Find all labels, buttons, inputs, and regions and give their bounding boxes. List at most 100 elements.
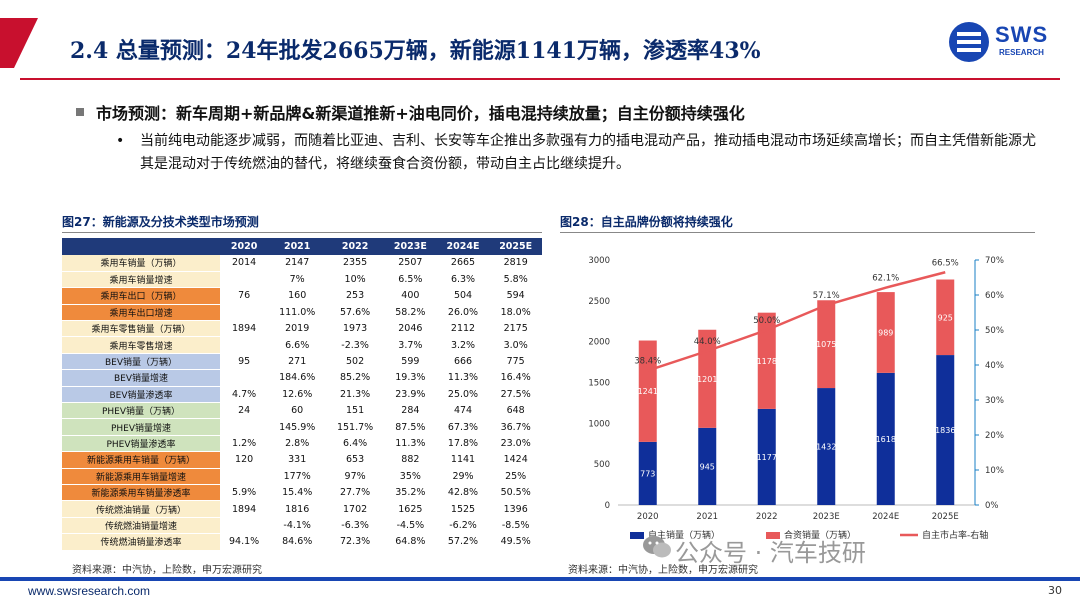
table-cell: 775: [489, 353, 542, 371]
table-row: 乘用车出口增速 111.0% 57.6% 58.2% 26.0% 18.0%: [62, 304, 542, 322]
wechat-icon: [643, 536, 671, 558]
table-cell: 594: [489, 287, 542, 305]
table-cell: [220, 304, 269, 322]
bar-joint-venture: [638, 340, 657, 442]
table-cell: 17.8%: [436, 435, 490, 453]
title-accent-shape: [0, 18, 38, 68]
table-source: 资料来源：中汽协，上险数，申万宏源研究: [72, 565, 262, 576]
page-number: 30: [1048, 584, 1062, 597]
table-cell: -4.1%: [268, 517, 327, 535]
table-cell: 23.0%: [489, 435, 542, 453]
table-cell: 58.2%: [384, 304, 437, 322]
table-cell: 599: [384, 353, 437, 371]
table-cell: 1973: [326, 320, 385, 338]
bar-joint-venture: [876, 292, 895, 373]
table-row: 乘用车零售增速 6.6% -2.3% 3.7% 3.2% 3.0%: [62, 336, 542, 354]
y-tick-label: 0: [605, 501, 610, 511]
bar-own-label: 945: [700, 462, 715, 471]
bar-own-brand: [757, 408, 776, 505]
table-header-cell: 2024E: [436, 238, 490, 255]
watermark-text: 公众号 · 汽车技研: [675, 539, 866, 567]
table-cell: 253: [326, 287, 385, 305]
y-tick-label: 2000: [588, 338, 610, 348]
table-row: PHEV销量增速 145.9% 151.7% 87.5% 67.3% 36.7%: [62, 418, 542, 436]
table-cell: 15.4%: [268, 484, 327, 502]
table-cell: 19.3%: [384, 369, 437, 387]
bar-joint-venture: [817, 300, 836, 389]
y-tick-label: 3000: [588, 256, 610, 266]
footer-divider: [0, 577, 1080, 581]
table-cell: 160: [268, 287, 327, 305]
table-row: 传统燃油销量渗透率 94.1% 84.6% 72.3% 64.8% 57.2% 49.5%: [62, 533, 542, 551]
table-header-cell: 2025E: [489, 238, 542, 255]
table-cell: 97%: [326, 468, 385, 485]
bullet-dot-icon: •: [116, 133, 125, 149]
table-cell: 5.9%: [220, 484, 269, 502]
table-cell: 2147: [268, 255, 327, 272]
table-figure-title: 图27：新能源及分技术类型市场预测: [62, 215, 259, 229]
bar-own-label: 1177: [757, 453, 777, 462]
logo-emblem-icon: [949, 22, 989, 62]
bar-own-label: 1618: [876, 435, 896, 444]
bar-jv-label: 1241: [638, 387, 658, 396]
market-share-chart: 0 500 1000 1500 2000 2500 3000 0% 10% 20% 30% 40% 50…: [588, 256, 1004, 541]
table-cell: 2014: [220, 255, 269, 272]
bar-joint-venture: [936, 279, 955, 356]
table-cell: 57.2%: [436, 533, 490, 551]
table-cell: 87.5%: [384, 418, 437, 436]
table-cell: 6.3%: [436, 271, 490, 289]
table-cell: 2665: [436, 255, 490, 272]
table-cell: [220, 468, 269, 485]
table-cell: 23.9%: [384, 386, 437, 404]
row-label: 乘用车销量增速: [62, 271, 220, 289]
table-cell: -2.3%: [326, 336, 385, 354]
table-cell: 151.7%: [326, 418, 385, 436]
forecast-table: 2020 2021 2022 2023E 2024E 2025E 乘用车销量（万辆） 201…: [62, 238, 542, 551]
table-cell: 6.4%: [326, 435, 385, 453]
bar-own-brand: [698, 427, 717, 505]
header: 2.4 总量预测：24年批发2665万辆，新能源1141万辆，渗透率43% SW…: [0, 0, 1080, 78]
table-row: 乘用车零售销量（万辆） 1894 2019 1973 2046 2112 2175: [62, 320, 542, 338]
table-cell: 271: [268, 353, 327, 371]
share-line-label: 57.1%: [813, 291, 840, 301]
table-cell: 5.8%: [489, 271, 542, 289]
table-cell: [220, 271, 269, 289]
logo-subtext: RESEARCH: [999, 48, 1044, 57]
table-header-row: 2020 2021 2022 2023E 2024E 2025E: [62, 238, 542, 255]
table-cell: 2112: [436, 320, 490, 338]
table-cell: 85.2%: [326, 369, 385, 387]
row-label: 乘用车销量（万辆）: [62, 255, 220, 272]
header-divider: [20, 78, 1060, 80]
table-cell: 3.0%: [489, 336, 542, 354]
table-cell: 2046: [384, 320, 437, 338]
sub-bullet-text: 当前纯电动能逐步减弱，而随着比亚迪、吉利、长安等车企推出多款强有力的插电混动产品…: [140, 133, 1036, 172]
table-cell: 1424: [489, 451, 542, 469]
table-cell: 84.6%: [268, 533, 327, 551]
table-cell: 648: [489, 402, 542, 420]
table-cell: 2175: [489, 320, 542, 338]
table-cell: 95: [220, 353, 269, 371]
table-cell: 184.6%: [268, 369, 327, 387]
table-cell: 331: [268, 451, 327, 469]
footer-url[interactable]: www.swsresearch.com: [28, 584, 151, 598]
table-cell: 2019: [268, 320, 327, 338]
share-line-label: 38.4%: [634, 357, 661, 367]
legend-jv-swatch: [766, 532, 780, 539]
table-cell: 36.7%: [489, 418, 542, 436]
legend-own-label: 自主销量（万辆）: [648, 529, 720, 541]
bar-jv-label: 925: [938, 313, 953, 322]
table-cell: 7%: [268, 271, 327, 289]
row-label: BEV销量渗透率: [62, 386, 220, 404]
table-row: 新能源乘用车销量增速 177% 97% 35% 29% 25%: [62, 468, 542, 485]
table-cell: -6.2%: [436, 517, 490, 535]
table-cell: 2507: [384, 255, 437, 272]
table-cell: 3.2%: [436, 336, 490, 354]
chart-source: 资料来源：中汽协，上险数，申万宏源研究: [568, 565, 758, 576]
bar-jv-label: 989: [878, 328, 893, 337]
table-cell: 35.2%: [384, 484, 437, 502]
table-cell: 2355: [326, 255, 385, 272]
table-cell: -8.5%: [489, 517, 542, 535]
bar-own-brand: [936, 355, 955, 505]
row-label: 新能源乘用车销量渗透率: [62, 484, 220, 502]
share-line-label: 50.0%: [753, 316, 780, 326]
